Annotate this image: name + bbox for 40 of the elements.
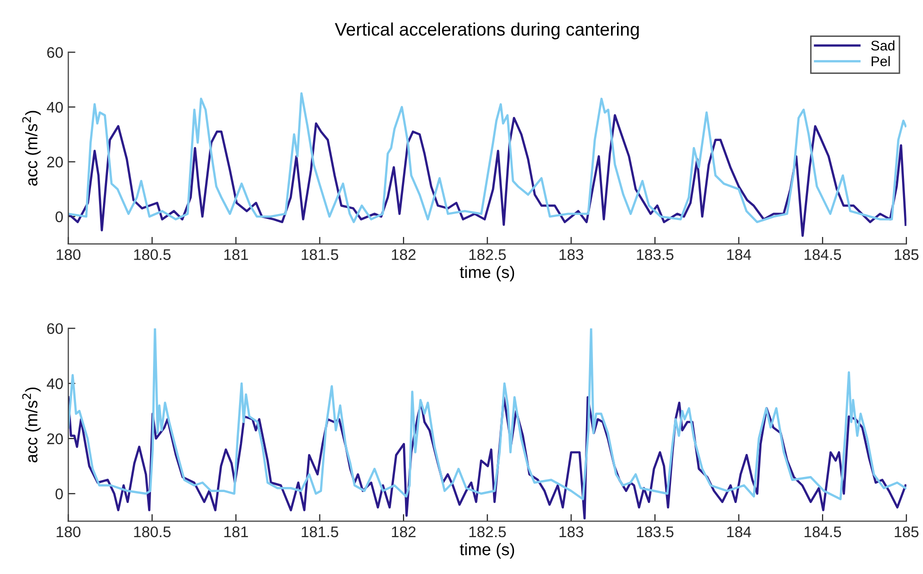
y-tick-label: 20 (47, 156, 63, 168)
y-tick-label: 0 (56, 488, 63, 500)
x-tick-label: 181 (224, 249, 248, 260)
line-series (68, 114, 906, 237)
y-axis-title: acc (m/s$^{2}$) (22, 110, 41, 186)
chart-title: Vertical accelerations during cantering (334, 22, 639, 40)
x-tick-label: 182.5 (469, 249, 506, 260)
x-tick-label: 180 (56, 526, 80, 538)
x-tick-label: 184.5 (804, 526, 842, 538)
x-tick-label: 184 (727, 526, 752, 538)
x-tick-label: 184.5 (804, 249, 842, 260)
x-axis-title: time (s) (460, 543, 514, 559)
x-tick-label: 181.5 (302, 526, 338, 538)
x-tick-label: 183 (560, 526, 584, 538)
x-tick-label: 182 (392, 526, 416, 538)
y-tick-label: 20 (47, 433, 63, 444)
x-tick-label: 185 (894, 526, 918, 538)
x-tick-label: 180 (56, 249, 80, 260)
legend-label: Pel (872, 56, 890, 66)
x-axis-title: time (s) (460, 266, 514, 282)
x-tick-label: 181.5 (302, 249, 338, 260)
x-tick-label: 183 (560, 249, 584, 260)
x-tick-label: 180.5 (134, 526, 171, 538)
x-tick-label: 180.5 (134, 249, 171, 260)
y-axis-title: acc (m/s$^{2}$) (22, 388, 41, 462)
x-tick-label: 183.5 (637, 249, 674, 260)
x-tick-label: 182 (392, 249, 416, 260)
y-tick-label: 0 (56, 211, 63, 222)
y-tick-label: 60 (47, 47, 63, 58)
line-series (68, 328, 906, 500)
x-tick-label: 185 (894, 249, 918, 260)
x-tick-label: 181 (224, 526, 248, 538)
x-tick-label: 184 (727, 249, 752, 260)
x-tick-label: 183.5 (637, 526, 674, 538)
y-tick-label: 60 (47, 323, 63, 334)
x-tick-label: 182.5 (469, 526, 506, 538)
y-tick-label: 40 (46, 378, 63, 390)
legend-label: Sad (871, 40, 894, 51)
line-series (68, 92, 906, 224)
y-tick-label: 40 (46, 102, 63, 113)
